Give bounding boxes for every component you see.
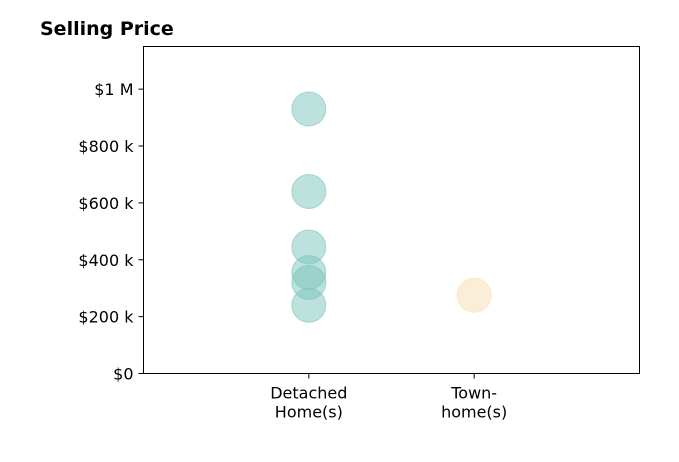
data-point: [291, 91, 327, 127]
y-tick-label: $200 k: [78, 308, 134, 327]
data-point: [456, 277, 492, 313]
y-tick-label: $0: [113, 365, 133, 384]
plot-frame: [143, 46, 640, 374]
x-tick-label: Town-home(s): [441, 384, 507, 422]
chart-title: Selling Price: [40, 18, 174, 40]
data-points: [291, 91, 492, 323]
y-tick-label: $600 k: [78, 194, 134, 213]
x-tick-label: Detached Home(s): [270, 384, 347, 422]
data-point: [291, 174, 327, 210]
y-tick-label: $1 M: [94, 80, 133, 99]
y-tick-label: $400 k: [78, 251, 134, 270]
x-axis: Detached Home(s) Town-home(s): [270, 373, 507, 422]
y-axis: $0 $200 k $400 k $600 k $800 k $1 M: [78, 80, 144, 384]
y-tick-label: $800 k: [78, 137, 134, 156]
data-point: [291, 287, 327, 323]
